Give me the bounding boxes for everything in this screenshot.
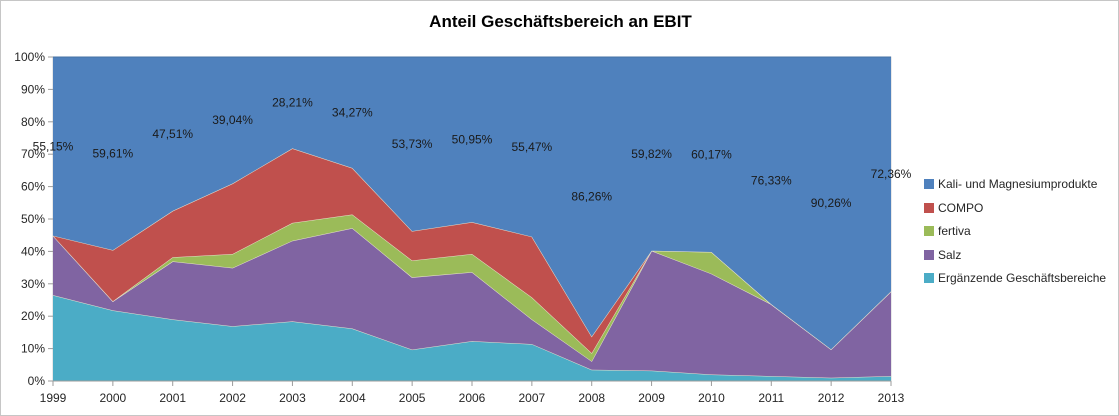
legend-label: fertiva xyxy=(938,224,971,238)
legend: Kali- und Magnesiumprodukte COMPO fertiva S… xyxy=(924,177,1116,285)
x-axis-tick-label: 2012 xyxy=(818,391,845,405)
area-erg-nzende-gesch-ftsbereiche xyxy=(53,295,891,381)
x-axis-tick-label: 2008 xyxy=(578,391,605,405)
y-axis-tick-label: 80% xyxy=(21,115,45,129)
legend-swatch-icon xyxy=(924,202,934,213)
x-axis-tick-label: 2000 xyxy=(100,391,127,405)
data-label: 86,26% xyxy=(571,190,612,204)
area-fertiva xyxy=(53,214,891,362)
legend-swatch-icon xyxy=(924,226,934,236)
legend-swatch-icon xyxy=(924,179,934,189)
area-compo xyxy=(53,148,891,354)
y-axis-tick-label: 60% xyxy=(21,180,45,194)
legend-label: Kali- und Magnesiumprodukte xyxy=(938,177,1098,191)
x-axis-tick-label: 2009 xyxy=(638,391,665,405)
data-label: 39,04% xyxy=(212,113,253,127)
x-axis-tick-label: 2013 xyxy=(878,391,905,405)
legend-swatch-icon xyxy=(924,249,934,260)
y-axis-tick-label: 40% xyxy=(21,244,45,258)
y-axis-tick-label: 0% xyxy=(28,374,46,388)
data-label: 50,95% xyxy=(452,133,493,147)
data-label: 47,51% xyxy=(152,127,193,141)
legend-swatch-icon xyxy=(924,273,934,283)
y-axis-tick-label: 10% xyxy=(21,342,45,356)
x-axis-tick-label: 2011 xyxy=(758,391,784,405)
data-label: 90,26% xyxy=(811,196,852,210)
y-axis-tick-label: 70% xyxy=(21,147,45,161)
data-label: 53,73% xyxy=(392,137,433,151)
legend-label: Ergänzende Geschäftsbereiche xyxy=(938,271,1107,285)
x-axis-tick-label: 2010 xyxy=(698,391,725,405)
data-label: 59,61% xyxy=(93,147,134,161)
x-axis-tick-label: 1999 xyxy=(40,391,67,405)
legend-item-kali-und-magnesiumprodukte: Kali- und Magnesiumprodukte xyxy=(924,177,1116,191)
x-axis-tick-label: 2007 xyxy=(519,391,546,405)
data-label: 55,15% xyxy=(33,139,74,153)
x-axis-tick-label: 2001 xyxy=(159,391,186,405)
data-label: 76,33% xyxy=(751,174,792,188)
data-label: 55,47% xyxy=(512,140,553,154)
x-axis-tick-label: 2002 xyxy=(219,391,246,405)
legend-item-erg-nzende-gesch-ftsbereiche: Ergänzende Geschäftsbereiche xyxy=(924,271,1116,285)
legend-item-compo: COMPO xyxy=(924,201,1116,215)
data-label: 60,17% xyxy=(691,147,732,161)
x-axis-tick-label: 2006 xyxy=(459,391,486,405)
y-axis-tick-label: 90% xyxy=(21,82,45,96)
x-axis-tick-label: 2004 xyxy=(339,391,366,405)
legend-item-fertiva: fertiva xyxy=(924,224,1116,238)
data-label: 59,82% xyxy=(631,147,672,161)
x-axis-tick-label: 2005 xyxy=(399,391,426,405)
y-axis-tick-label: 100% xyxy=(14,50,45,64)
data-label: 28,21% xyxy=(272,96,313,110)
legend-item-salz: Salz xyxy=(924,248,1116,262)
legend-label: Salz xyxy=(938,247,962,262)
data-label: 72,36% xyxy=(871,167,912,181)
area-salz xyxy=(53,228,891,378)
y-axis-tick-label: 50% xyxy=(21,212,45,226)
legend-label: COMPO xyxy=(938,200,984,215)
chart-title: Anteil Geschäftsbereich an EBIT xyxy=(429,12,692,31)
x-axis-tick-label: 2003 xyxy=(279,391,306,405)
data-label: 34,27% xyxy=(332,106,373,120)
area-kali-und-magnesiumprodukte xyxy=(53,57,891,350)
y-axis-tick-label: 30% xyxy=(21,277,45,291)
y-axis-tick-label: 20% xyxy=(21,309,45,323)
